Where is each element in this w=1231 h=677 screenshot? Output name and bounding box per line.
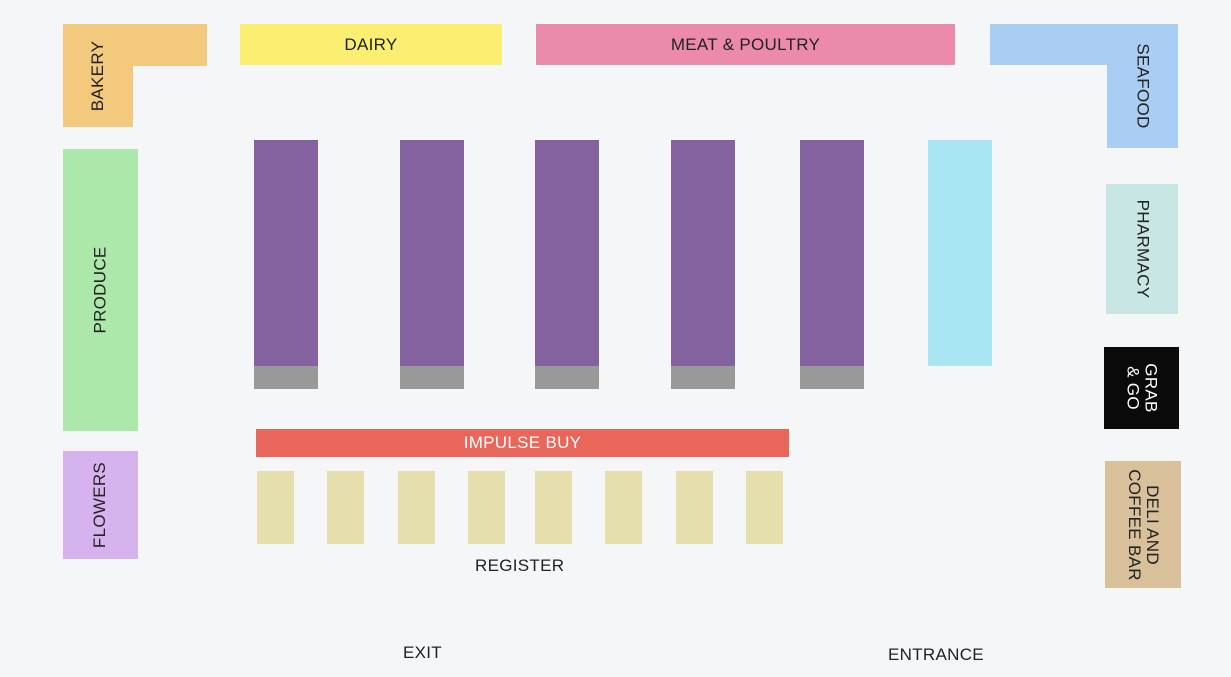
bakery-label: BAKERY — [88, 40, 107, 111]
grab-and-go-line1: GRAB — [1141, 363, 1161, 413]
aisle-3-endcap — [535, 366, 599, 389]
aisle-3 — [535, 140, 599, 366]
bakery-section: BAKERY — [63, 24, 133, 127]
register-1 — [257, 471, 294, 544]
seafood-section-arm — [990, 24, 1107, 65]
impulse-buy-label: IMPULSE BUY — [463, 433, 582, 452]
register-2 — [327, 471, 364, 544]
dairy-label: DAIRY — [344, 34, 398, 54]
seafood-section: SEAFOOD — [1107, 24, 1178, 148]
deli-line1: DELI AND — [1143, 484, 1162, 565]
grab-and-go-section: GRAB & GO — [1104, 347, 1179, 429]
dairy-section: DAIRY — [240, 24, 502, 65]
aisle-1 — [254, 140, 318, 366]
seafood-label: SEAFOOD — [1133, 43, 1153, 129]
exit-label: EXIT — [403, 643, 442, 662]
grab-and-go-label: GRAB & GO — [1123, 363, 1161, 413]
flowers-label: FLOWERS — [90, 461, 110, 549]
register-3 — [398, 471, 435, 544]
produce-section: PRODUCE — [63, 149, 138, 431]
pharmacy-section: PHARMACY — [1106, 184, 1178, 314]
aisle-2 — [400, 140, 464, 366]
aisle-4-endcap — [671, 366, 735, 389]
deli-coffee-bar-label: DELI AND COFFEE BAR — [1125, 468, 1162, 581]
cold-aisle — [928, 140, 992, 366]
register-5 — [535, 471, 572, 544]
produce-label: PRODUCE — [90, 246, 110, 334]
meat-poultry-label: MEAT & POULTRY — [670, 34, 821, 54]
entrance-label: ENTRANCE — [888, 645, 984, 664]
flowers-section: FLOWERS — [63, 451, 138, 559]
register-8 — [746, 471, 783, 544]
register-7 — [676, 471, 713, 544]
aisle-1-endcap — [254, 366, 318, 389]
bakery-section-arm — [133, 24, 207, 66]
register-6 — [605, 471, 642, 544]
aisle-2-endcap — [400, 366, 464, 389]
register-label: REGISTER — [475, 556, 565, 575]
deli-line2: COFFEE BAR — [1125, 468, 1144, 581]
pharmacy-label: PHARMACY — [1133, 199, 1152, 299]
register-4 — [468, 471, 505, 544]
deli-coffee-bar-section: DELI AND COFFEE BAR — [1105, 461, 1181, 588]
aisle-5-endcap — [800, 366, 864, 389]
aisle-5 — [800, 140, 864, 366]
meat-poultry-section: MEAT & POULTRY — [536, 24, 955, 65]
impulse-buy-section: IMPULSE BUY — [256, 429, 789, 457]
grab-and-go-line2: & GO — [1123, 366, 1143, 410]
aisle-4 — [671, 140, 735, 366]
